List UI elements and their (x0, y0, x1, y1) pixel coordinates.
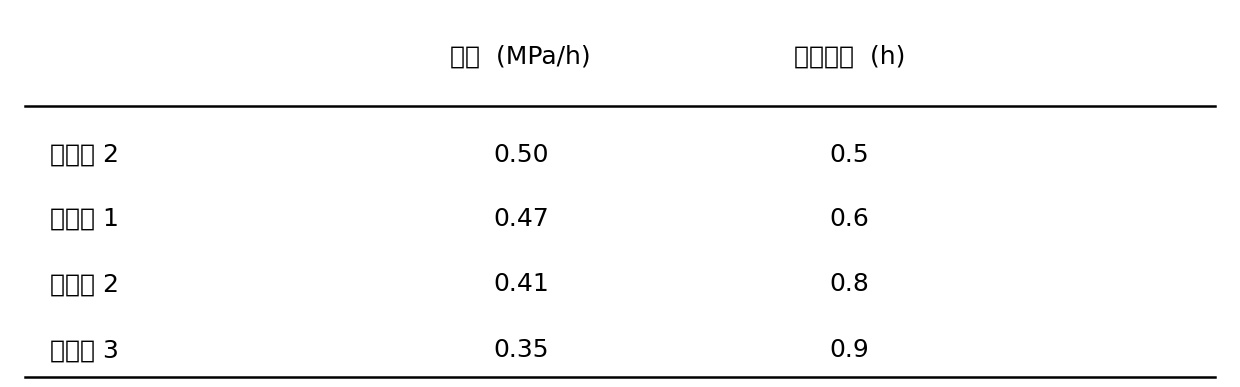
Text: 0.50: 0.50 (494, 143, 548, 167)
Text: 对比例 1: 对比例 1 (50, 207, 119, 231)
Text: 0.8: 0.8 (830, 272, 869, 296)
Text: 实施例 2: 实施例 2 (50, 143, 119, 167)
Text: 压降耗时  (h): 压降耗时 (h) (794, 44, 905, 68)
Text: 对比例 3: 对比例 3 (50, 338, 119, 362)
Text: 压降  (MPa/h): 压降 (MPa/h) (450, 44, 591, 68)
Text: 0.41: 0.41 (494, 272, 548, 296)
Text: 对比例 2: 对比例 2 (50, 272, 119, 296)
Text: 0.6: 0.6 (830, 207, 869, 231)
Text: 0.5: 0.5 (830, 143, 869, 167)
Text: 0.47: 0.47 (494, 207, 548, 231)
Text: 0.35: 0.35 (494, 338, 548, 362)
Text: 0.9: 0.9 (830, 338, 869, 362)
